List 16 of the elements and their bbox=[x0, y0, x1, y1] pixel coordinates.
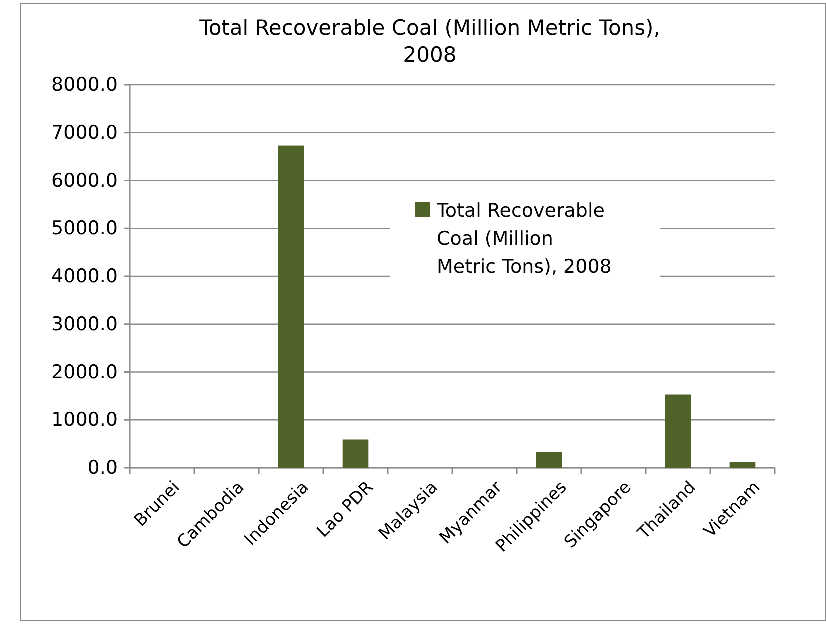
y-tick-label: 7000.0 bbox=[52, 122, 118, 144]
legend-label: Total Recoverable Coal (Million Metric Tons), 2008 bbox=[436, 200, 612, 278]
y-tick-label: 1000.0 bbox=[52, 409, 118, 432]
y-tick-label: 4000.0 bbox=[52, 266, 118, 288]
bar bbox=[730, 462, 756, 468]
chart-title: Total Recoverable Coal (Million Metric Tons), 2008 bbox=[198, 16, 660, 67]
y-tick-label: 0.0 bbox=[88, 457, 118, 480]
bar bbox=[665, 394, 692, 468]
bar bbox=[278, 146, 304, 468]
y-tick-label: 2000.0 bbox=[52, 361, 118, 384]
bar bbox=[536, 452, 562, 468]
y-tick-label: 6000.0 bbox=[52, 170, 118, 192]
y-tick-label: 3000.0 bbox=[52, 313, 118, 336]
y-tick-label: 5000.0 bbox=[52, 218, 118, 240]
y-tick-label: 8000.0 bbox=[52, 74, 118, 96]
bar bbox=[342, 440, 369, 468]
